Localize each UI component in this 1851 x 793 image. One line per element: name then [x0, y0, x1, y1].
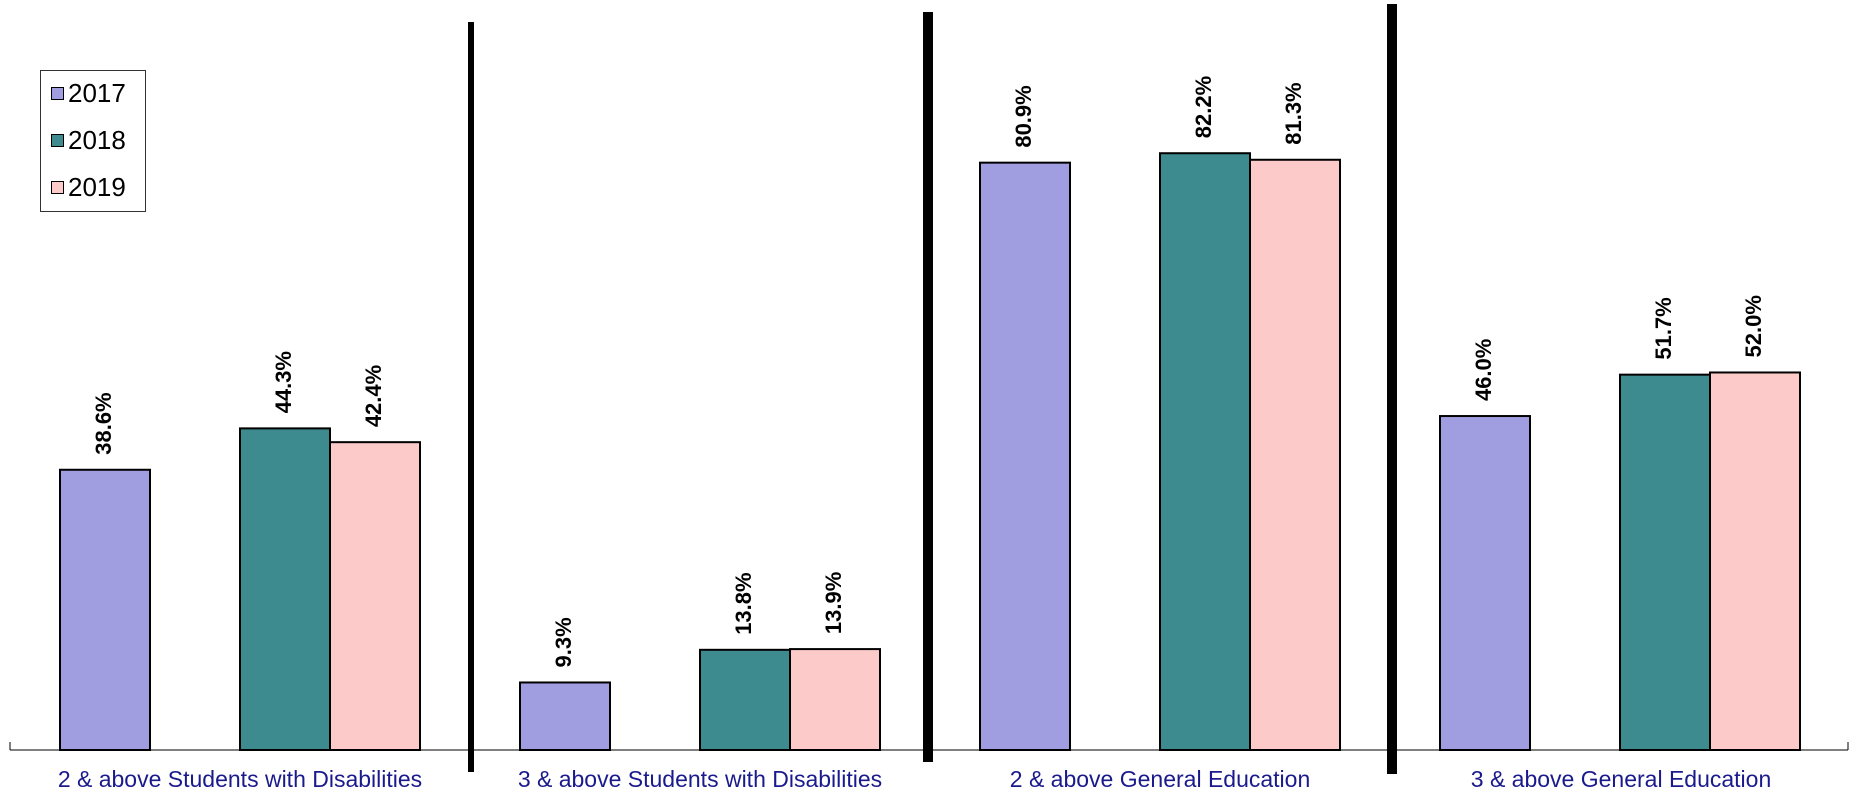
bars-layer — [59, 152, 1801, 752]
legend-label-2017: 2017 — [68, 77, 126, 108]
bar-2017-cat2 — [519, 681, 611, 751]
category-label-4: 3 & above General Education — [1470, 766, 1772, 792]
value-label-2018-cat4: 51.7% — [1651, 297, 1676, 359]
bar-2019-cat3 — [1249, 158, 1341, 751]
value-label-2019-cat1: 42.4% — [361, 365, 386, 427]
value-label-2019-cat4: 52.0% — [1741, 295, 1766, 357]
group-divider-3 — [1387, 4, 1397, 774]
legend: 2017 2018 2019 — [40, 70, 146, 212]
legend-swatch-2017 — [51, 86, 64, 100]
bar-2018-cat2 — [699, 648, 791, 752]
value-label-2017-cat2: 9.3% — [551, 617, 576, 667]
category-label-3: 2 & above General Education — [1009, 766, 1311, 792]
bar-2017-cat3 — [979, 161, 1071, 751]
group-divider-1 — [468, 22, 474, 772]
bar-2019-cat1 — [329, 441, 421, 751]
bar-2018-cat1 — [239, 427, 331, 751]
bar-2017-cat1 — [59, 468, 151, 751]
value-label-2017-cat1: 38.6% — [91, 392, 116, 454]
legend-item-2019: 2019 — [51, 172, 126, 202]
value-label-2018-cat3: 82.2% — [1191, 76, 1216, 138]
value-label-2019-cat3: 81.3% — [1281, 82, 1306, 144]
legend-item-2018: 2018 — [51, 125, 126, 155]
legend-swatch-2019 — [51, 180, 64, 194]
bar-2019-cat2 — [789, 648, 881, 751]
value-label-2017-cat3: 80.9% — [1011, 85, 1036, 147]
value-label-2019-cat2: 13.9% — [821, 572, 846, 634]
bar-2018-cat4 — [1619, 373, 1711, 751]
legend-label-2019: 2019 — [68, 171, 126, 202]
value-label-2017-cat4: 46.0% — [1471, 339, 1496, 401]
group-divider-2 — [923, 12, 933, 762]
bar-2018-cat3 — [1159, 152, 1251, 751]
category-label-2: 3 & above Students with Disabilities — [517, 766, 883, 792]
value-label-2018-cat2: 13.8% — [731, 572, 756, 634]
legend-swatch-2018 — [51, 133, 64, 147]
legend-label-2018: 2018 — [68, 124, 126, 155]
value-labels-layer: 38.6% 44.3% 42.4% 9.3% 13.8% 13.9% 80.9% 82.2% 8… — [91, 76, 1766, 668]
value-label-2018-cat1: 44.3% — [271, 351, 296, 413]
bar-2017-cat4 — [1439, 415, 1531, 751]
legend-item-2017: 2017 — [51, 78, 126, 108]
category-label-1: 2 & above Students with Disabilities — [57, 766, 423, 792]
bar-2019-cat4 — [1709, 371, 1801, 751]
